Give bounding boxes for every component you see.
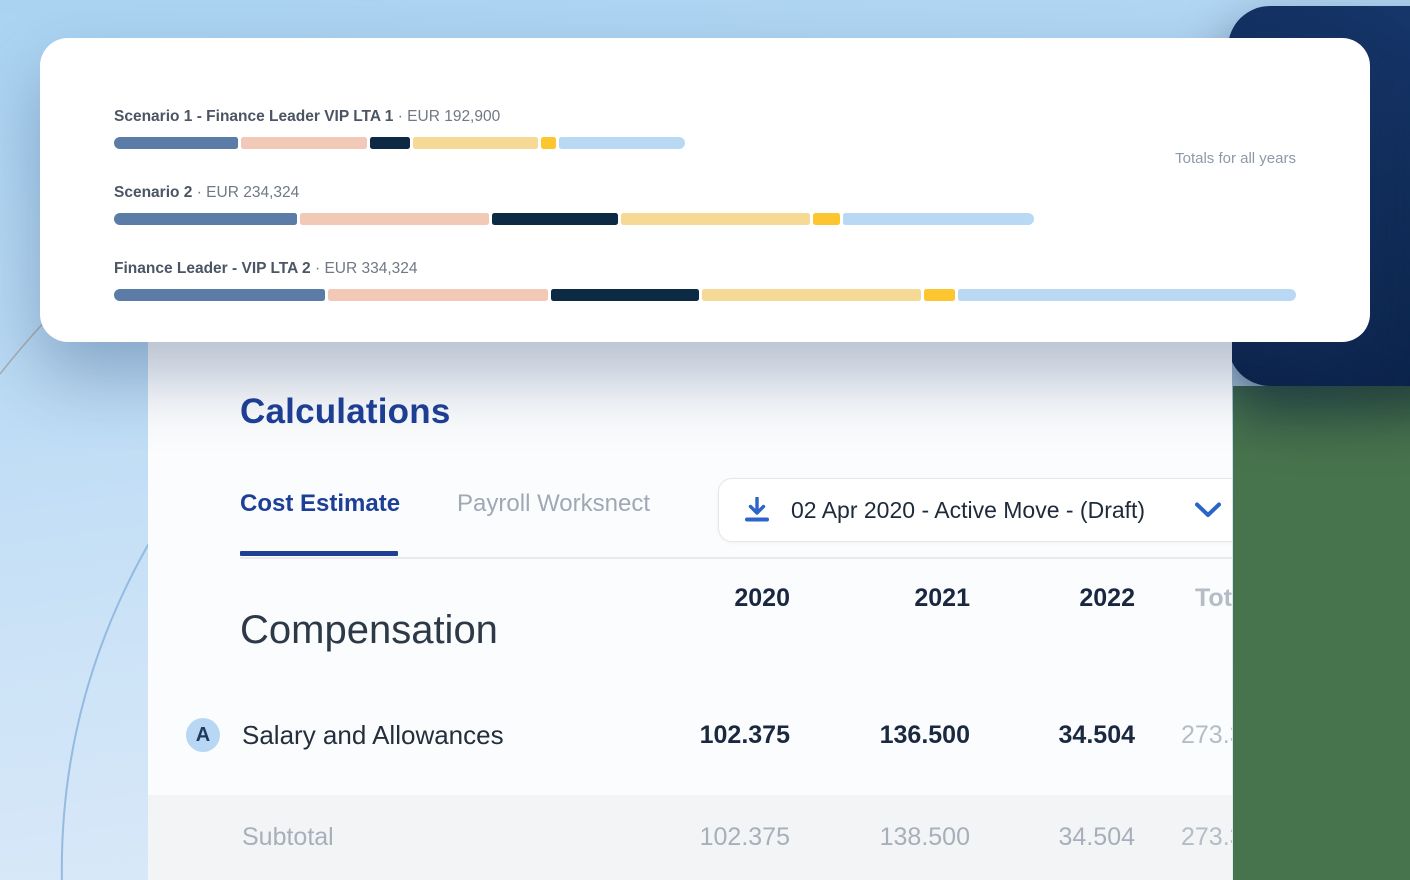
- scenario-stacked-bar[interactable]: [114, 137, 685, 149]
- scenario-label: Scenario 2 · EUR 234,324: [114, 184, 1296, 202]
- scenario-amount: · EUR 334,324: [310, 260, 418, 277]
- bar-segment[interactable]: [551, 289, 699, 301]
- tab-payroll-worksheet[interactable]: Payroll Worksnect: [457, 490, 650, 518]
- scenario-totals-card: Totals for all years Scenario 1 - Financ…: [40, 38, 1370, 342]
- column-header-2021: 2021: [914, 583, 970, 612]
- report-version-dropdown[interactable]: 02 Apr 2020 - Active Move - (Draft): [718, 478, 1232, 542]
- value-2020: 102.375: [699, 720, 790, 749]
- bar-segment[interactable]: [842, 213, 1034, 225]
- subtotal-lead: Subtotal: [186, 823, 610, 852]
- bar-segment[interactable]: [559, 137, 685, 149]
- scenario-amount: · EUR 234,324: [192, 184, 300, 201]
- table-row-salary-and-allowances[interactable]: A Salary and Allowances 102.375 136.500 …: [148, 695, 1232, 775]
- section-title-compensation: Compensation: [240, 608, 498, 652]
- column-header-total: Total: [1195, 583, 1232, 612]
- row-lead: A Salary and Allowances: [186, 718, 610, 752]
- tab-label: Payroll Worksnect: [457, 490, 650, 517]
- background-green-strip: [1233, 386, 1410, 880]
- scenario-row: Finance Leader - VIP LTA 2 · EUR 334,324: [114, 260, 1296, 301]
- scenario-row: Scenario 2 · EUR 234,324: [114, 184, 1296, 225]
- bar-segment[interactable]: [621, 213, 811, 225]
- table-header-row: 2020 2021 2022 Total: [148, 576, 1232, 620]
- subtotal-total: 273.37: [1181, 823, 1232, 851]
- tabs-divider: [240, 557, 1232, 559]
- bar-segment[interactable]: [413, 137, 538, 149]
- tab-bar: Cost Estimate Payroll Worksnect: [240, 490, 650, 556]
- value-total: 273.37: [1181, 720, 1232, 749]
- scenario-amount: · EUR 192,900: [393, 108, 501, 125]
- column-header-2022: 2022: [1079, 583, 1135, 612]
- bar-segment[interactable]: [370, 137, 411, 149]
- bar-segment[interactable]: [924, 289, 956, 301]
- bar-segment[interactable]: [813, 213, 840, 225]
- scenario-row: Scenario 1 - Finance Leader VIP LTA 1 · …: [114, 108, 1296, 149]
- scenario-stacked-bar[interactable]: [114, 289, 1296, 301]
- scenario-list: Scenario 1 - Finance Leader VIP LTA 1 · …: [114, 108, 1296, 301]
- tab-label: Cost Estimate: [240, 490, 401, 517]
- subtotal-row: Subtotal 102.375 138.500 34.504 273.37: [148, 795, 1232, 880]
- download-icon: [745, 497, 769, 522]
- chevron-down-icon: [1195, 502, 1221, 517]
- bar-segment[interactable]: [114, 213, 298, 225]
- bar-segment[interactable]: [492, 213, 619, 225]
- bar-segment[interactable]: [701, 289, 922, 301]
- value-2021: 136.500: [879, 720, 970, 749]
- bar-segment[interactable]: [540, 137, 557, 149]
- tab-cost-estimate[interactable]: Cost Estimate: [240, 490, 401, 556]
- bar-segment[interactable]: [241, 137, 368, 149]
- active-tab-underline: [240, 551, 398, 556]
- scenario-name: Finance Leader - VIP LTA 2: [114, 260, 311, 277]
- subtotal-2021: 138.500: [879, 823, 970, 851]
- row-label: Salary and Allowances: [242, 719, 504, 750]
- bar-segment[interactable]: [114, 289, 326, 301]
- subtotal-2022: 34.504: [1058, 823, 1135, 851]
- page-title: Calculations: [240, 392, 451, 431]
- bar-segment[interactable]: [114, 137, 239, 149]
- report-version-value: 02 Apr 2020 - Active Move - (Draft): [791, 496, 1146, 523]
- totals-for-all-years-label: Totals for all years: [1175, 150, 1296, 167]
- subtotal-2020: 102.375: [699, 823, 790, 851]
- scenario-stacked-bar[interactable]: [114, 213, 1034, 225]
- subtotal-label: Subtotal: [242, 823, 334, 851]
- bar-segment[interactable]: [328, 289, 549, 301]
- scenario-name: Scenario 1 - Finance Leader VIP LTA 1: [114, 108, 394, 125]
- row-badge: A: [186, 718, 220, 752]
- scenario-label: Finance Leader - VIP LTA 2 · EUR 334,324: [114, 260, 1296, 278]
- calculations-panel: Calculations Cost Estimate Payroll Works…: [148, 338, 1232, 880]
- value-2022: 34.504: [1058, 720, 1135, 749]
- scenario-name: Scenario 2: [114, 184, 193, 201]
- column-header-2020: 2020: [734, 583, 790, 612]
- bar-segment[interactable]: [958, 289, 1296, 301]
- scenario-label: Scenario 1 - Finance Leader VIP LTA 1 · …: [114, 108, 1296, 126]
- bar-segment[interactable]: [300, 213, 490, 225]
